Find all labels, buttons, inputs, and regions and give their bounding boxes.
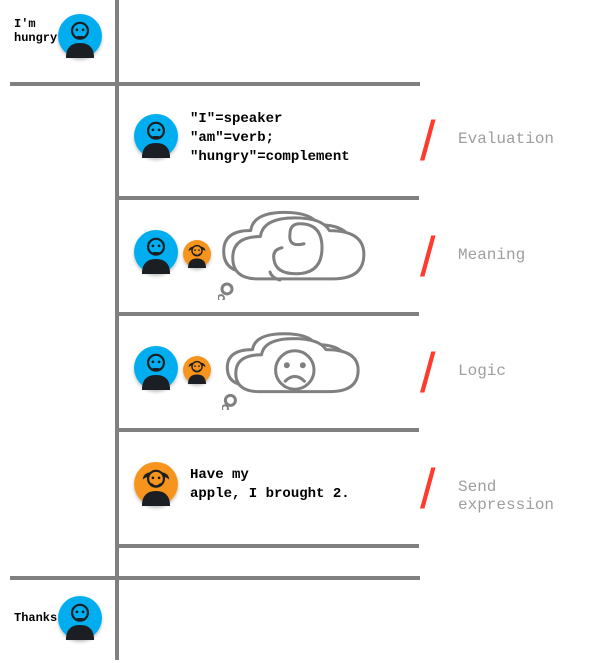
horizontal-divider (119, 544, 419, 548)
avatar-speaker-bottom (58, 596, 102, 640)
vertical-divider (115, 0, 119, 660)
slash-divider-icon: / (420, 456, 436, 521)
avatar-speaker-top (58, 14, 102, 58)
row-label-logic: Logic (458, 362, 506, 380)
row-label-evaluation: Evaluation (458, 130, 554, 148)
avatar-logic-1 (183, 356, 211, 384)
horizontal-divider (119, 196, 419, 200)
thought-bubble-stomach-icon (218, 208, 368, 300)
slash-divider-icon: / (420, 340, 436, 405)
slash-divider-icon: / (420, 108, 436, 173)
row-text-send: Have my apple, I brought 2. (190, 466, 350, 504)
horizontal-divider (10, 576, 420, 580)
speaker-bottom-caption: Thanks (14, 612, 57, 626)
row-label-meaning: Meaning (458, 246, 525, 264)
slash-divider-icon: / (420, 224, 436, 289)
avatar-send-0 (134, 462, 178, 506)
avatar-evaluation-0 (134, 114, 178, 158)
horizontal-divider (119, 312, 419, 316)
horizontal-divider (10, 82, 420, 86)
speaker-top-caption: I'm hungry (14, 18, 57, 46)
avatar-meaning-1 (183, 240, 211, 268)
avatar-logic-0 (134, 346, 178, 390)
avatar-meaning-0 (134, 230, 178, 274)
row-label-send: Send expression (458, 478, 600, 514)
horizontal-divider (119, 428, 419, 432)
thought-bubble-sadface-icon (222, 330, 362, 410)
row-text-evaluation: "I"=speaker "am"=verb; "hungry"=compleme… (190, 110, 350, 167)
